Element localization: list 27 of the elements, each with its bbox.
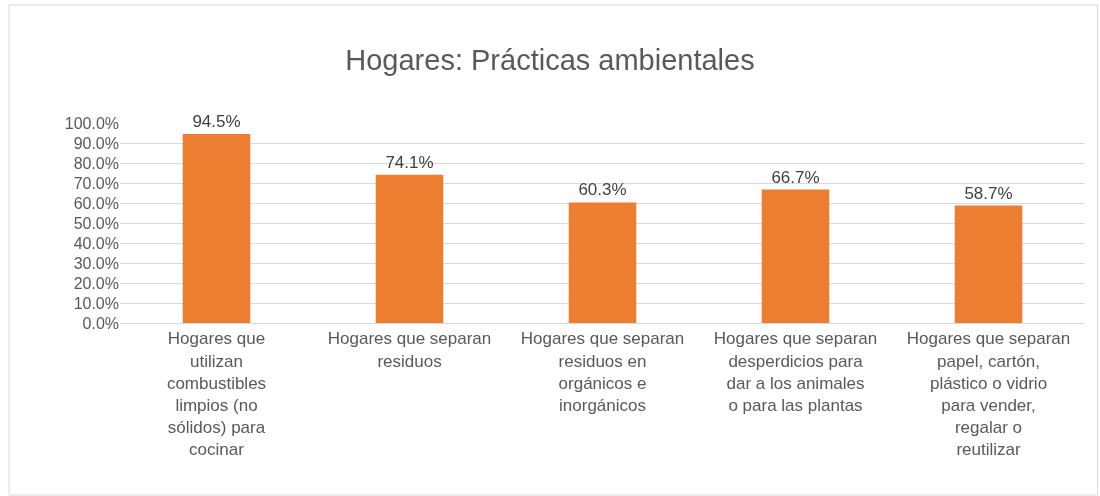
data-label: 58.7% [964,183,1013,203]
bar [954,205,1023,323]
data-label: 60.3% [578,180,627,200]
data-label: 66.7% [771,167,820,187]
x-tick-label: Hogares que separan papel, cartón, plástico o vidrio para vender, regalar o reutilizar [906,329,1071,459]
y-tick-label: 30.0% [73,254,119,272]
y-tick-label: 20.0% [73,274,119,292]
data-label: 74.1% [385,152,434,172]
y-tick-label: 0.0% [82,314,119,332]
y-tick-label: 90.0% [73,134,119,152]
y-tick-label: 50.0% [73,214,119,232]
x-tick-label: Hogares que separan residuos en orgánicos e inorgánicos [520,329,685,415]
y-tick-label: 70.0% [73,174,119,192]
y-tick-label: 40.0% [73,234,119,252]
y-tick-label: 100.0% [64,114,119,132]
bar [375,174,444,323]
bar [761,189,830,323]
chart-title: Hogares: Prácticas ambientales [345,43,755,76]
y-tick-label: 10.0% [73,294,119,312]
x-tick-label: Hogares que utilizan combustibles limpios (no sólidos) para cocinar [166,329,267,459]
data-label: 94.5% [192,112,241,131]
y-tick-label: 60.0% [73,194,119,212]
bar [182,134,251,323]
bar [568,202,637,323]
y-tick-label: 80.0% [73,154,119,172]
x-tick-label: Hogares que separan desperdicios para dar a los animales o para las plantas [713,329,878,415]
x-tick-label: Hogares que separan residuos [327,329,492,371]
